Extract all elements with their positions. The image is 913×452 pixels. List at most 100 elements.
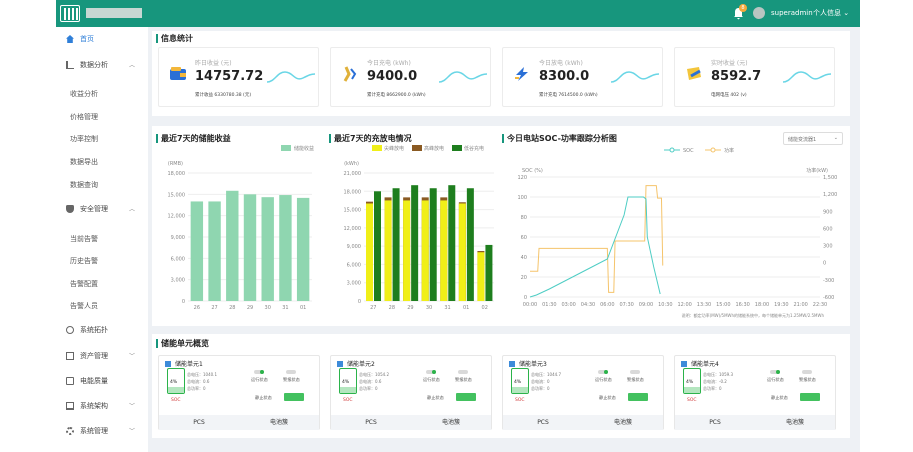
- sidebar-item-current-alarm[interactable]: 当前告警: [70, 234, 98, 244]
- soc-label: SOC: [171, 398, 181, 403]
- battery-cluster-icon: [628, 393, 648, 401]
- bar-chart-icon: [66, 61, 74, 69]
- current-value: 0: [547, 379, 550, 384]
- storage-unit-card[interactable]: 储能单元2 4% SOC 总电压：1054.2 总电流：0.6 总功率：0 运行…: [330, 355, 492, 430]
- bar-valley-charge: [392, 188, 400, 301]
- revenue-bar-chart: 储能收益 (RMB) 0 3,000 6,000 9,000 12,000 15,000 18,…: [168, 145, 314, 311]
- y-axis-unit: (kWh): [344, 161, 359, 167]
- legend-marker: [710, 147, 716, 153]
- pcs-tab[interactable]: PCS: [365, 419, 377, 426]
- y-left-tick: 60: [521, 235, 527, 241]
- unit-name: 储能单元4: [691, 361, 719, 368]
- sidebar-item-price-management[interactable]: 价格管理: [70, 112, 98, 122]
- unit-header: 储能单元4: [681, 359, 719, 368]
- stat-value: 14757.72: [195, 69, 264, 84]
- battery-percent: 4%: [514, 380, 522, 385]
- x-tick-label: 19:30: [774, 302, 788, 308]
- storage-unit-card[interactable]: 储能单元4 4% SOC 总电压：1059.3 总电流：-0.2 总功率：0 运…: [674, 355, 836, 430]
- bar: [208, 201, 221, 301]
- pcs-tab[interactable]: PCS: [537, 419, 549, 426]
- chevron-down-icon: ﹀: [129, 353, 136, 360]
- chevron-down-icon: ⌄: [843, 9, 850, 17]
- stop-status-label: 静止状态: [255, 395, 272, 400]
- sidebar-item-data-export[interactable]: 数据导出: [70, 157, 98, 167]
- wallet-icon: [170, 67, 186, 80]
- sidebar-item-label: 数据分析: [80, 61, 108, 69]
- avatar[interactable]: [753, 7, 765, 19]
- warn-status-label: 警报状态: [283, 377, 300, 382]
- current-row: 总电流：0.6: [187, 379, 210, 384]
- battery-cluster-tab[interactable]: 电池簇: [269, 419, 288, 426]
- y-left-tick: 100: [517, 195, 527, 201]
- x-tick-label: 31: [444, 305, 450, 311]
- battery-cluster-tab[interactable]: 电池簇: [441, 419, 460, 426]
- storage-unit-card[interactable]: 储能单元3 4% SOC 总电压：1044.7 总电流：0 总功率：0 运行状态…: [502, 355, 664, 430]
- inverter-select-value: 储能变流器1: [788, 137, 817, 143]
- stat-label: 昨日收益 (元): [195, 60, 232, 67]
- lightning-icon: [515, 67, 528, 81]
- bar: [279, 195, 292, 301]
- sidebar-item-data-query[interactable]: 数据查询: [70, 180, 98, 190]
- y-left-tick: 20: [521, 275, 527, 281]
- sidebar-item-power-quality[interactable]: 电能质量: [66, 376, 108, 386]
- sidebar-item-alarm-config[interactable]: 告警配置: [70, 279, 98, 289]
- personal-info-menu[interactable]: 个人信息 ⌄: [813, 8, 849, 18]
- y-tick-label: 12,000: [168, 214, 186, 220]
- y-tick-label: 6,000: [347, 262, 361, 268]
- charge-discharge-bar-chart: 尖峰放电 高峰放电 低谷充电 (kWh) 0 3,000 6,000 9,000 12,000 1…: [344, 145, 494, 311]
- battery-icon: [339, 368, 357, 394]
- soc-label: SOC: [343, 398, 353, 403]
- monitor-icon: [66, 402, 74, 410]
- storage-unit-card[interactable]: 储能单元1 4% SOC 总电压：1040.1 总电流：0.6 总功率：0 运行…: [158, 355, 320, 430]
- x-tick-label: 01: [300, 305, 306, 311]
- stat-label: 今日充电 (kWh): [367, 60, 411, 67]
- sidebar-item-security[interactable]: 安全管理: [66, 204, 108, 214]
- inverter-select[interactable]: 储能变流器1 ⌄: [783, 132, 843, 145]
- pcs-tab[interactable]: PCS: [193, 419, 205, 426]
- power-row: 总功率：0: [703, 386, 722, 391]
- sidebar-item-home[interactable]: 首页: [66, 34, 94, 44]
- y-tick-label: 9,000: [347, 244, 361, 250]
- pcs-tab[interactable]: PCS: [709, 419, 721, 426]
- stat-card-discharge: 今日放电 (kWh) 8300.0 累计充电 7614500.0 (kWh): [502, 47, 663, 107]
- legend-label: 低谷充电: [464, 145, 484, 152]
- unit-icon: [337, 361, 343, 367]
- wave-decoration: [439, 71, 487, 83]
- run-status-label: 运行状态: [251, 377, 268, 382]
- bar-valley-charge: [411, 185, 419, 301]
- sidebar-item-revenue-analysis[interactable]: 收益分析: [70, 89, 98, 99]
- sidebar-item-history-alarm[interactable]: 历史告警: [70, 256, 98, 266]
- chevron-down-icon: ﹀: [129, 403, 136, 410]
- sidebar-item-label: 系统架构: [80, 402, 108, 410]
- current-value: 0.6: [375, 379, 382, 384]
- sidebar-item-label: 告警配置: [70, 280, 98, 288]
- sidebar-item-power-control[interactable]: 功率控制: [70, 134, 98, 144]
- y-tick-label: 0: [358, 299, 361, 305]
- sidebar-item-topology[interactable]: 系统拓扑: [66, 325, 108, 335]
- battery-cluster-tab[interactable]: 电池簇: [613, 419, 632, 426]
- warn-status-toggle: [630, 370, 640, 374]
- sidebar-item-data-analysis[interactable]: 数据分析: [66, 60, 108, 70]
- sidebar-item-assets[interactable]: 资产管理: [66, 351, 108, 361]
- unit-header: 储能单元3: [509, 359, 547, 368]
- chevron-up-icon: ︿: [129, 62, 136, 69]
- bar-sharp-peak: [477, 252, 485, 301]
- sidebar-item-architecture[interactable]: 系统架构: [66, 401, 108, 411]
- y-right-tick: 300: [823, 244, 833, 250]
- soc-label: SOC: [515, 398, 525, 403]
- personal-info-label: 个人信息: [813, 9, 841, 17]
- sidebar-item-label: 电能质量: [80, 377, 108, 385]
- y-left-tick: 40: [521, 255, 527, 261]
- current-row: 总电流：0: [531, 379, 550, 384]
- y-left-axis-label: SOC (%): [522, 168, 543, 174]
- unit-name: 储能单元2: [347, 361, 375, 368]
- x-tick-label: 29: [247, 305, 253, 311]
- coupon-icon: [687, 67, 701, 80]
- sidebar-item-system-management[interactable]: 系统管理: [66, 426, 108, 436]
- stat-label: 今日放电 (kWh): [539, 60, 583, 67]
- warn-status-toggle: [286, 370, 296, 374]
- battery-percent: 4%: [686, 380, 694, 385]
- battery-cluster-tab[interactable]: 电池簇: [785, 419, 804, 426]
- sidebar-item-alarm-people[interactable]: 告警人员: [70, 301, 98, 311]
- y-right-tick: 1,200: [823, 192, 837, 198]
